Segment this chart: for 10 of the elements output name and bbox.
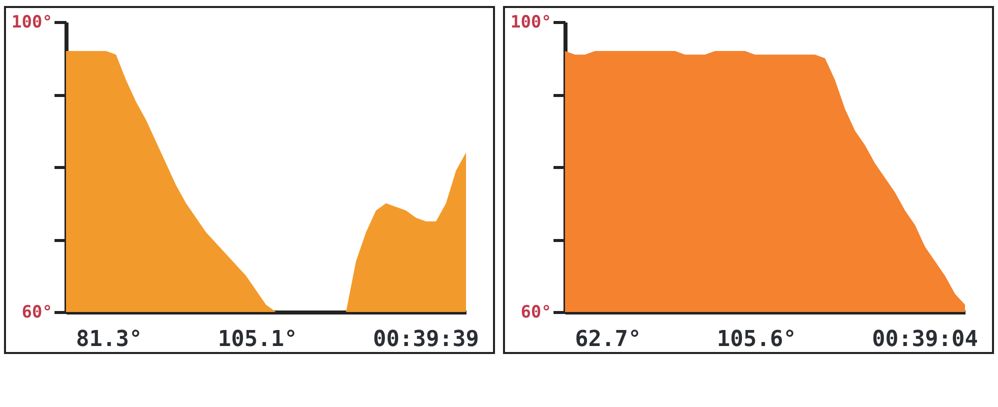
text: 105.6° xyxy=(716,327,796,352)
text: 81.3° xyxy=(76,327,142,352)
text: 105.1° xyxy=(218,327,298,352)
y-tick-label: 60° xyxy=(520,302,552,322)
y-tick-label: 100° xyxy=(510,12,552,32)
y-tick-label: 100° xyxy=(12,12,52,32)
text: 00:39:39 xyxy=(373,327,479,352)
y-tick-label: 60° xyxy=(22,302,52,322)
text: 00:39:04 xyxy=(872,327,978,352)
text: 62.7° xyxy=(575,327,642,352)
